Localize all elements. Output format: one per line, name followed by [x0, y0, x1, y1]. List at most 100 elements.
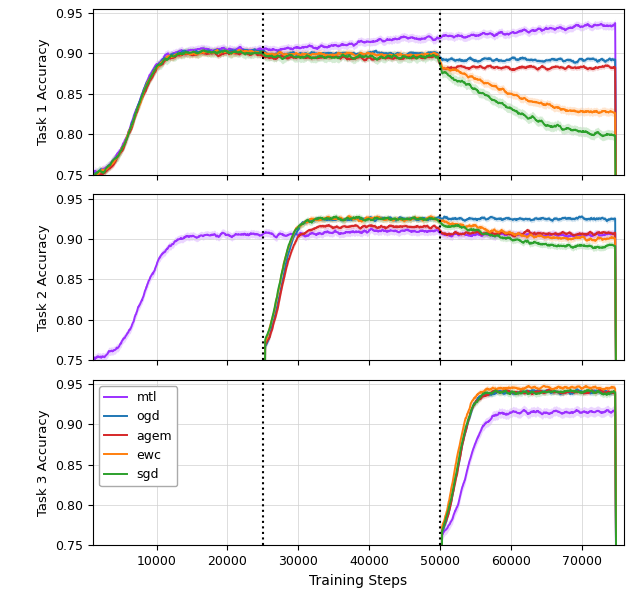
ewc [541, 382, 548, 390]
mtl [613, 334, 621, 341]
ewc [534, 232, 541, 239]
sgd [332, 213, 340, 220]
ogd [129, 116, 137, 123]
mtl [613, 535, 621, 542]
ewc [151, 66, 159, 73]
ogd [584, 215, 592, 222]
agem [522, 388, 530, 396]
sgd [436, 219, 444, 226]
sgd [584, 243, 592, 250]
ogd [613, 526, 621, 533]
mtl [388, 227, 396, 235]
ewc [323, 52, 330, 59]
sgd [312, 54, 319, 61]
ogd [251, 46, 259, 53]
agem [129, 119, 137, 126]
Line: agem: agem [440, 390, 617, 606]
X-axis label: Training Steps: Training Steps [309, 574, 408, 588]
Line: sgd: sgd [263, 216, 617, 606]
ewc [613, 387, 621, 395]
ogd [578, 213, 586, 220]
Line: ogd: ogd [440, 389, 617, 606]
ogd [547, 390, 555, 397]
Line: sgd: sgd [93, 50, 617, 478]
sgd [351, 215, 359, 222]
agem [436, 227, 444, 234]
agem [534, 230, 541, 237]
mtl [367, 225, 375, 232]
Line: mtl: mtl [440, 410, 617, 606]
mtl [311, 44, 319, 52]
ogd [388, 50, 396, 57]
mtl [611, 19, 619, 27]
agem [584, 230, 592, 237]
sgd [506, 235, 514, 242]
Line: mtl: mtl [93, 228, 617, 606]
Line: ewc: ewc [93, 50, 617, 478]
mtl [547, 409, 555, 416]
ogd [323, 50, 330, 57]
mtl [89, 472, 97, 479]
agem [325, 221, 333, 228]
sgd [332, 53, 340, 61]
ewc [332, 51, 340, 58]
agem [613, 534, 621, 541]
ogd [553, 215, 561, 222]
ewc [312, 50, 319, 58]
mtl [606, 408, 614, 416]
ogd [351, 216, 358, 223]
mtl [462, 472, 470, 479]
agem [462, 427, 470, 434]
sgd [534, 240, 541, 247]
ewc [388, 52, 396, 59]
sgd [323, 54, 330, 61]
sgd [129, 118, 137, 125]
agem [351, 222, 359, 229]
agem [594, 388, 602, 395]
mtl [387, 36, 395, 44]
Line: agem: agem [93, 51, 617, 479]
ewc [462, 415, 470, 422]
ogd [151, 65, 159, 73]
ogd [606, 389, 614, 396]
mtl [594, 407, 602, 415]
ogd [522, 387, 530, 395]
ewc [584, 236, 592, 244]
sgd [613, 401, 621, 408]
mtl [151, 267, 159, 274]
sgd [606, 390, 614, 398]
sgd [594, 387, 602, 395]
sgd [388, 53, 396, 61]
ogd [506, 216, 513, 223]
mtl [129, 114, 137, 121]
ogd [435, 213, 443, 221]
sgd [200, 47, 208, 54]
agem [323, 53, 330, 60]
Line: ewc: ewc [263, 216, 617, 606]
agem [388, 55, 396, 62]
sgd [613, 541, 621, 548]
mtl [129, 318, 137, 325]
mtl [322, 44, 330, 51]
mtl [151, 64, 159, 71]
mtl [523, 408, 531, 416]
ogd [540, 388, 547, 396]
sgd [522, 388, 530, 395]
ewc [351, 215, 359, 222]
ewc [606, 385, 614, 392]
ewc [436, 216, 444, 224]
agem [554, 231, 561, 238]
ogd [533, 215, 541, 222]
ogd [613, 357, 621, 364]
agem [540, 389, 547, 396]
ogd [573, 385, 580, 393]
ewc [522, 384, 530, 391]
Legend: mtl, ogd, agem, ewc, sgd: mtl, ogd, agem, ewc, sgd [99, 386, 177, 486]
ogd [312, 50, 319, 57]
ogd [89, 473, 97, 481]
Line: ogd: ogd [263, 216, 617, 606]
ewc [506, 228, 514, 236]
agem [547, 388, 555, 395]
ewc [129, 118, 137, 125]
ogd [594, 388, 602, 396]
